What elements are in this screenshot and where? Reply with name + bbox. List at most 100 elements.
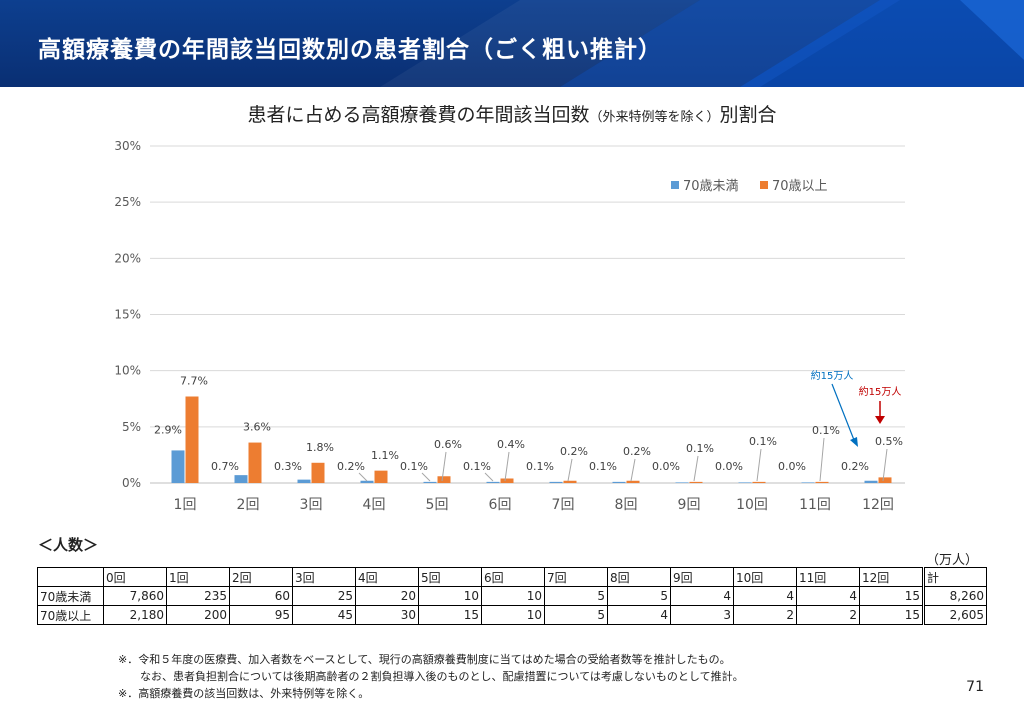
x-tick-label: 3回 [300, 497, 323, 513]
data-label-under70: 0.0% [778, 460, 806, 473]
data-label-under70: 0.1% [589, 460, 617, 473]
header-banner: 高額療養費の年間該当回数別の患者割合（ごく粗い推計） [0, 0, 1024, 87]
table-cell: 60 [229, 586, 293, 606]
data-label-under70: 2.9% [154, 423, 182, 436]
legend-swatch-under70 [671, 181, 679, 189]
table-header-cell: 1回 [166, 567, 230, 587]
bar-under70 [801, 482, 815, 483]
y-tick-label: 0% [122, 476, 141, 490]
legend-label-under70: 70歳未満 [683, 179, 739, 194]
row-label: 70歳未満 [37, 586, 104, 606]
footnotes: ※．令和５年度の医療費、加入者数をベースとして、現行の高額療養費制度に当てはめた… [118, 651, 744, 702]
leader-line [567, 458, 573, 482]
annotation-arrowhead-under70 [850, 437, 858, 447]
annotation-under70: 約15万人 [811, 369, 854, 382]
table-cell: 2 [733, 605, 797, 625]
data-label-under70: 0.2% [337, 460, 365, 473]
data-label-under70: 0.7% [211, 460, 239, 473]
table-cell: 15 [859, 586, 924, 606]
bar-70plus [815, 481, 829, 483]
data-label-70plus: 7.7% [180, 375, 208, 388]
bar-70plus [500, 478, 514, 483]
data-label-under70: 0.1% [526, 460, 554, 473]
data-label-under70: 0.0% [715, 460, 743, 473]
table-cell: 4 [607, 605, 671, 625]
bar-70plus [563, 480, 577, 483]
x-tick-label: 2回 [237, 497, 260, 513]
data-label-70plus: 0.2% [560, 445, 588, 458]
bar-under70 [675, 482, 689, 483]
table-header-cell: 8回 [607, 567, 671, 587]
bar-70plus [689, 481, 703, 483]
data-label-70plus: 0.6% [434, 438, 462, 451]
bar-under70 [864, 480, 878, 483]
x-tick-label: 4回 [363, 497, 386, 513]
leader-line [882, 448, 888, 482]
table-header-cell: 11回 [796, 567, 860, 587]
legend-label-70plus: 70歳以上 [772, 179, 828, 194]
page-title: 高額療養費の年間該当回数別の患者割合（ごく粗い推計） [38, 37, 662, 63]
table-cell: 20 [355, 586, 419, 606]
x-tick-label: 8回 [615, 497, 638, 513]
banner-stripes [380, 0, 1024, 87]
table-cell: 4 [796, 586, 860, 606]
data-label-70plus: 1.8% [306, 441, 334, 454]
bar-70plus [185, 396, 199, 483]
data-label-70plus: 1.1% [371, 449, 399, 462]
data-label-under70: 0.1% [463, 460, 491, 473]
bar-under70 [234, 475, 248, 483]
bar-under70 [486, 481, 500, 483]
table-cell: 2 [796, 605, 860, 625]
data-label-under70: 0.1% [400, 460, 428, 473]
table-corner-cell [37, 567, 104, 587]
table-cell: 2,180 [103, 605, 167, 625]
bar-under70 [549, 481, 563, 483]
y-tick-label: 30% [114, 139, 141, 153]
table-cell: 5 [607, 586, 671, 606]
section-label: ＜人数＞ [38, 536, 99, 554]
chart-title: 患者に占める高額療養費の年間該当回数（外来特例等を除く）別割合 [0, 100, 1024, 127]
table-total-cell: 2,605 [922, 605, 987, 625]
data-label-70plus: 0.2% [623, 445, 651, 458]
table-header-cell: 10回 [733, 567, 797, 587]
page-number: 71 [966, 679, 984, 695]
data-label-under70: 0.3% [274, 460, 302, 473]
y-tick-label: 20% [114, 251, 141, 265]
footnote-1: ※．令和５年度の医療費、加入者数をベースとして、現行の高額療養費制度に当てはめた… [118, 653, 731, 666]
data-label-under70: 0.2% [841, 460, 869, 473]
unit-label: （万人） [925, 553, 978, 568]
leader-line [693, 455, 699, 482]
table-header-cell: 0回 [103, 567, 167, 587]
table-cell: 5 [544, 605, 608, 625]
bar-under70 [423, 481, 437, 483]
leader-line [756, 448, 762, 482]
x-tick-label: 12回 [862, 497, 894, 513]
table-header-cell: 5回 [418, 567, 482, 587]
bar-under70 [171, 450, 185, 483]
table-cell: 4 [670, 586, 734, 606]
bar-under70 [297, 479, 311, 483]
x-tick-label: 1回 [174, 497, 197, 513]
bar-70plus [878, 477, 892, 483]
y-tick-label: 15% [114, 308, 141, 322]
table-header-cell: 4回 [355, 567, 419, 587]
table-cell: 10 [481, 605, 545, 625]
table-cell: 95 [229, 605, 293, 625]
bar-70plus [248, 442, 262, 483]
bar-under70 [738, 482, 752, 483]
table-cell: 3 [670, 605, 734, 625]
table-cell: 15 [859, 605, 924, 625]
table-header-cell: 計 [922, 567, 987, 587]
leader-line [819, 437, 825, 482]
x-tick-label: 7回 [552, 497, 575, 513]
table-header-cell: 12回 [859, 567, 924, 587]
table-cell: 30 [355, 605, 419, 625]
table-row: 70歳以上 2,180 200 95 45 30 15 10 5 4 3 2 2… [37, 605, 987, 625]
table-cell: 25 [292, 586, 356, 606]
data-label-70plus: 0.1% [812, 424, 840, 437]
leader-line [358, 472, 368, 482]
table-header-row: 0回 1回 2回 3回 4回 5回 6回 7回 8回 9回 10回 11回 12… [37, 567, 987, 587]
table-cell: 5 [544, 586, 608, 606]
bar-70plus [752, 481, 766, 483]
footnote-1-cont: なお、患者負担割合については後期高齢者の２割負担導入後のものとし、配慮措置につい… [140, 670, 744, 683]
